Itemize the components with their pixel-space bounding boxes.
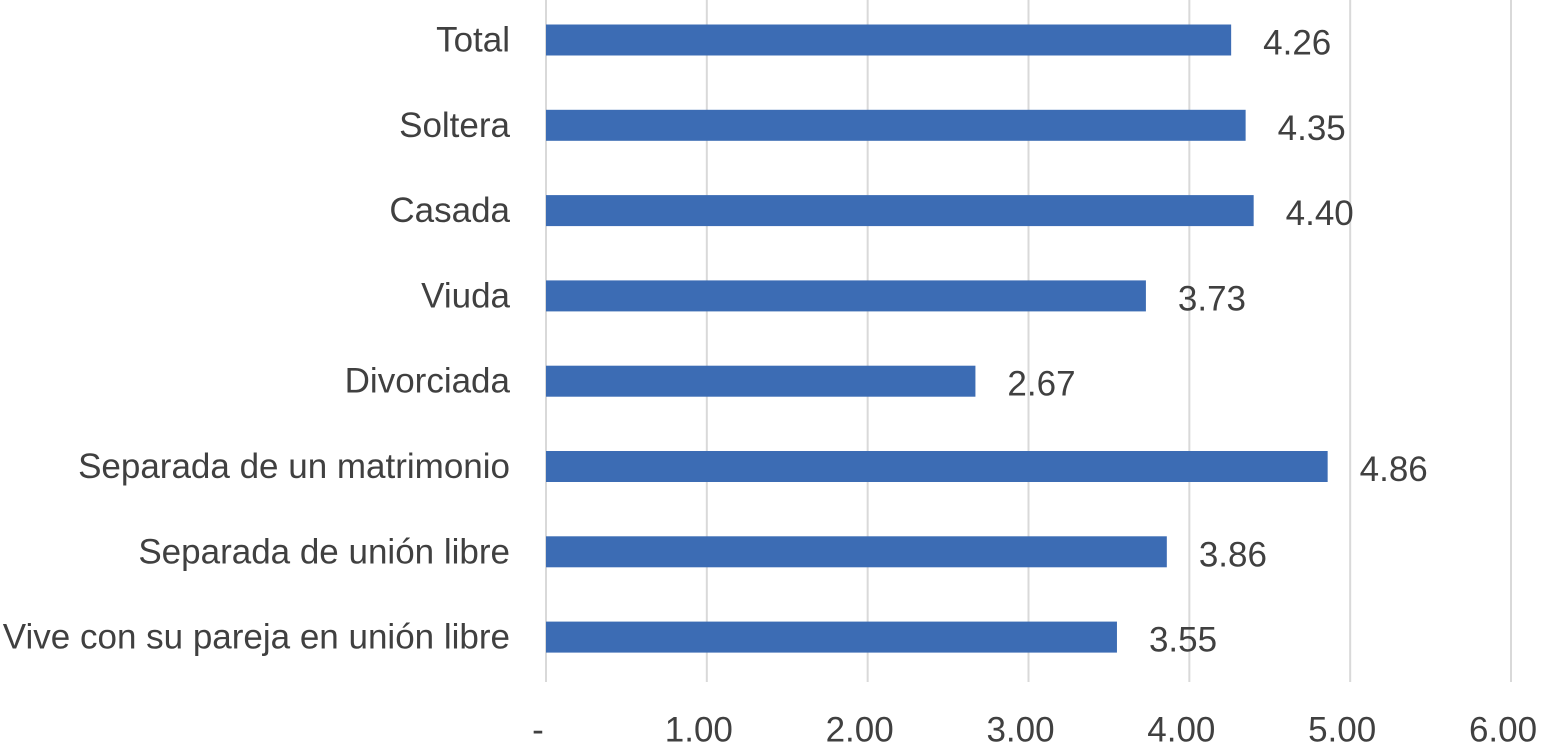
- category-label: Vive con su pareja en unión libre: [3, 618, 510, 657]
- bar-1: [546, 109, 1246, 141]
- category-label: Viuda: [421, 276, 510, 315]
- data-label: 2.67: [1007, 365, 1075, 404]
- x-tick-label: 6.00: [1469, 711, 1537, 747]
- x-tick-label: -: [532, 711, 544, 747]
- data-label: 4.40: [1286, 194, 1354, 233]
- data-label: 4.35: [1278, 109, 1346, 148]
- data-label: 4.26: [1263, 24, 1331, 63]
- bar-6: [546, 536, 1167, 568]
- x-tick-label: 3.00: [986, 711, 1054, 747]
- category-label: Soltera: [399, 106, 510, 145]
- x-tick-label: 4.00: [1147, 711, 1215, 747]
- x-axis-tick-labels: - 1.00 2.00 3.00 4.00 5.00 6.00: [532, 711, 1537, 747]
- category-labels: Total Soltera Casada Viuda Divorciada Separad…: [3, 21, 511, 657]
- x-tick-label: 1.00: [665, 711, 733, 747]
- category-label: Separada de unión libre: [138, 532, 510, 571]
- x-tick-label: 5.00: [1308, 711, 1376, 747]
- bar-5: [546, 451, 1328, 482]
- bar-7: [546, 621, 1117, 653]
- category-label: Separada de un matrimonio: [78, 447, 510, 486]
- x-tick-label: 2.00: [826, 711, 894, 747]
- category-label: Divorciada: [345, 362, 511, 401]
- bar-0: [546, 24, 1232, 56]
- data-label: 3.86: [1199, 535, 1267, 574]
- gridlines: [545, 0, 1512, 682]
- data-label: 3.55: [1149, 621, 1217, 660]
- data-label: 3.73: [1178, 279, 1246, 318]
- category-label: Total: [436, 21, 510, 60]
- bars: [546, 24, 1328, 653]
- category-label: Casada: [389, 191, 510, 230]
- data-label: 4.86: [1360, 450, 1428, 489]
- bar-4: [546, 365, 976, 397]
- bar-2: [546, 195, 1254, 227]
- bar-3: [546, 280, 1146, 312]
- data-labels: 4.26 4.35 4.40 3.73 2.67 4.86 3.86 3.55: [1007, 24, 1427, 660]
